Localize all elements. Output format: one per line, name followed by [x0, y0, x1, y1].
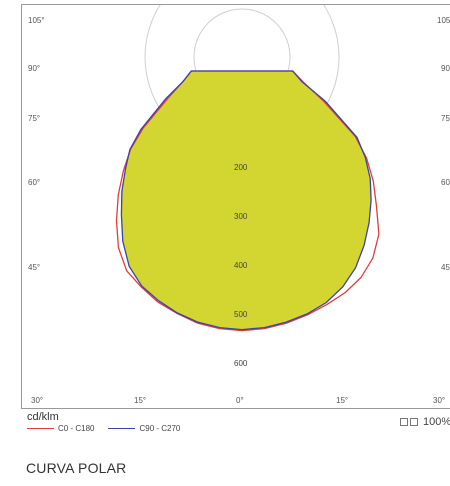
polar-chart-frame: 105° 90° 75° 60° 45° 105° 90° 75° 60° 45…	[21, 4, 450, 409]
fill-layer	[121, 71, 372, 330]
angle-label-left-60: 60°	[28, 178, 40, 187]
legend-line-blue	[108, 428, 136, 429]
angle-label-left-105: 105°	[28, 16, 45, 25]
zoom-out-icon[interactable]	[400, 418, 408, 426]
angle-label-bottom-15-left: 15°	[134, 396, 146, 405]
labels-layer: 105° 90° 75° 60° 45° 105° 90° 75° 60° 45…	[28, 16, 450, 405]
zoom-level: 100%	[423, 416, 450, 428]
angle-label-right-45: 45°	[441, 263, 450, 272]
radial-label-200: 200	[234, 163, 248, 172]
angle-label-right-90: 90°	[441, 64, 450, 73]
legend: C0 - C180 C90 - C270	[27, 424, 194, 433]
legend-line-red	[27, 428, 54, 429]
legend-label-c0-c180: C0 - C180	[58, 424, 95, 433]
angle-label-right-75: 75°	[441, 114, 450, 123]
zoom-control[interactable]: 100%	[400, 416, 450, 428]
angle-label-left-75: 75°	[28, 114, 40, 123]
series-layer	[115, 70, 380, 332]
distribution-fill-area	[121, 71, 372, 330]
legend-item-c90-c270: C90 - C270	[108, 424, 180, 433]
angle-label-bottom-30-right: 30°	[433, 396, 445, 405]
unit-label: cd/klm	[27, 411, 59, 423]
angle-label-bottom-15-right: 15°	[336, 396, 348, 405]
angle-label-left-90: 90°	[28, 64, 40, 73]
series-line-c90-c270	[120, 70, 372, 331]
angle-label-bottom-30-left: 30°	[31, 396, 43, 405]
radial-label-400: 400	[234, 261, 248, 270]
chart-caption: CURVA POLAR	[26, 460, 127, 476]
series-line-c0-c180	[115, 70, 380, 332]
legend-label-c90-c270: C90 - C270	[139, 424, 181, 433]
radial-label-600: 600	[234, 359, 248, 368]
radial-label-500: 500	[234, 310, 248, 319]
polar-chart: 105° 90° 75° 60° 45° 105° 90° 75° 60° 45…	[28, 5, 450, 405]
legend-item-c0-c180: C0 - C180	[27, 424, 94, 433]
zoom-in-icon[interactable]	[410, 418, 418, 426]
angle-label-right-60: 60°	[441, 178, 450, 187]
angle-label-bottom-0: 0°	[236, 396, 244, 405]
radial-label-300: 300	[234, 212, 248, 221]
angle-label-right-105: 105°	[437, 16, 450, 25]
angle-label-left-45: 45°	[28, 263, 40, 272]
